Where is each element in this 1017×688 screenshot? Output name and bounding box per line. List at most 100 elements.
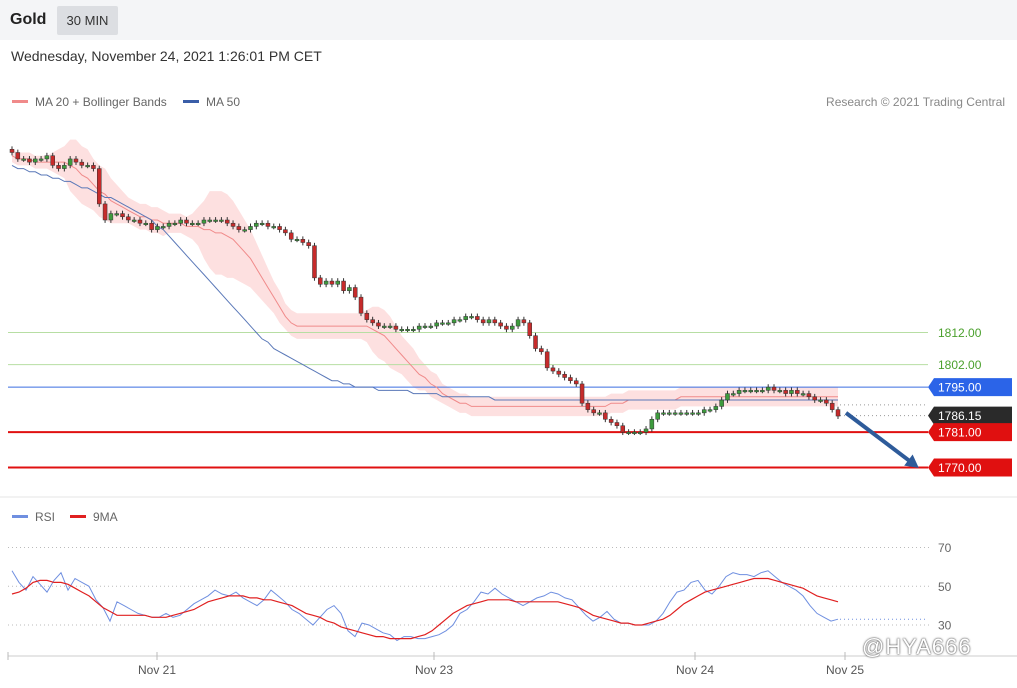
candle: [480, 316, 486, 326]
candle: [428, 323, 434, 329]
candle: [393, 323, 399, 333]
candle: [510, 323, 515, 333]
legend-swatch-rsi: [12, 515, 28, 518]
candle: [637, 429, 643, 436]
candle: [829, 400, 835, 413]
candle: [533, 332, 538, 352]
candle: [707, 406, 713, 413]
candle: [818, 397, 823, 403]
candle: [323, 278, 329, 288]
candle: [62, 162, 67, 172]
candle: [102, 201, 108, 223]
candle: [300, 236, 306, 246]
candle: [312, 242, 317, 281]
timeframe-button[interactable]: 30 MIN: [57, 6, 118, 35]
candle: [527, 319, 532, 339]
candle: [626, 429, 631, 436]
level-lines: [8, 332, 928, 469]
candle: [690, 409, 695, 416]
candle: [579, 381, 585, 407]
candle: [603, 409, 608, 423]
candle: [713, 403, 719, 413]
candle: [783, 387, 788, 397]
legend-rsi: RSI: [35, 510, 56, 524]
candle: [201, 217, 207, 227]
candle: [614, 419, 620, 429]
candle: [126, 213, 131, 223]
candle: [661, 409, 666, 416]
legend-swatch-ma20: [12, 100, 28, 103]
moving-averages: [11, 155, 838, 407]
candle: [207, 217, 213, 223]
candle: [230, 220, 236, 230]
candle: [265, 220, 271, 230]
candles: [9, 146, 841, 436]
candle: [550, 364, 556, 374]
candle: [824, 397, 829, 407]
candle: [248, 223, 253, 233]
candle: [731, 390, 736, 397]
level-label-3: 1786.15: [928, 406, 1012, 425]
candle: [591, 406, 596, 416]
candle: [277, 223, 282, 233]
candle: [573, 377, 579, 387]
candle: [137, 217, 143, 227]
candle: [498, 319, 503, 329]
level-value: 1781.00: [938, 426, 982, 440]
legend-ma50: MA 50: [206, 95, 241, 109]
candle: [475, 313, 480, 323]
candle: [149, 220, 154, 233]
candle: [800, 390, 806, 397]
candle: [178, 217, 183, 227]
x-axis: Nov 21 Nov 23 Nov 24 Nov 25: [7, 652, 1017, 677]
candle: [73, 156, 79, 166]
level-label-2: 1795.00: [928, 378, 1012, 397]
candle: [329, 278, 335, 288]
x-tick-label: Nov 25: [826, 663, 864, 677]
candle: [254, 220, 259, 230]
legend-swatch-ma50: [183, 100, 199, 103]
candle: [539, 345, 544, 355]
candle: [108, 210, 114, 223]
candle: [777, 387, 783, 394]
candle: [44, 152, 50, 162]
candle: [79, 159, 85, 169]
candle: [213, 217, 218, 223]
candle: [376, 319, 381, 329]
candle: [91, 162, 96, 172]
candle: [667, 409, 672, 416]
ma50-line: [11, 164, 838, 401]
candle: [283, 226, 288, 236]
candle: [463, 313, 468, 323]
research-credit: Research © 2021 Trading Central: [826, 95, 1005, 109]
candle: [568, 374, 573, 384]
candle: [806, 390, 812, 400]
candle: [56, 162, 61, 172]
candle: [795, 387, 800, 397]
candle: [224, 217, 230, 227]
bollinger-bands: [12, 139, 838, 417]
rsi-ma9-line: [11, 577, 839, 640]
candle: [271, 223, 277, 230]
candle: [306, 239, 311, 249]
candle: [504, 323, 509, 333]
candle: [469, 313, 474, 320]
candle: [446, 319, 451, 326]
candle: [486, 316, 492, 326]
candle: [294, 236, 300, 243]
candle: [364, 310, 370, 323]
candle: [347, 284, 352, 294]
candle: [736, 387, 742, 397]
candle: [451, 316, 457, 326]
timestamp: Wednesday, November 24, 2021 1:26:01 PM …: [11, 48, 322, 64]
candle: [155, 223, 160, 233]
candle: [288, 229, 294, 243]
top-bar: Gold 30 MIN: [0, 0, 1017, 40]
forecast-arrow-head: [904, 454, 919, 468]
candle: [50, 152, 55, 169]
legend-ma20-bollinger: MA 20 + Bollinger Bands: [35, 95, 167, 109]
level-label-4: 1781.00: [928, 423, 1012, 442]
candle: [696, 409, 701, 416]
candle: [556, 368, 562, 378]
candle: [335, 278, 340, 288]
